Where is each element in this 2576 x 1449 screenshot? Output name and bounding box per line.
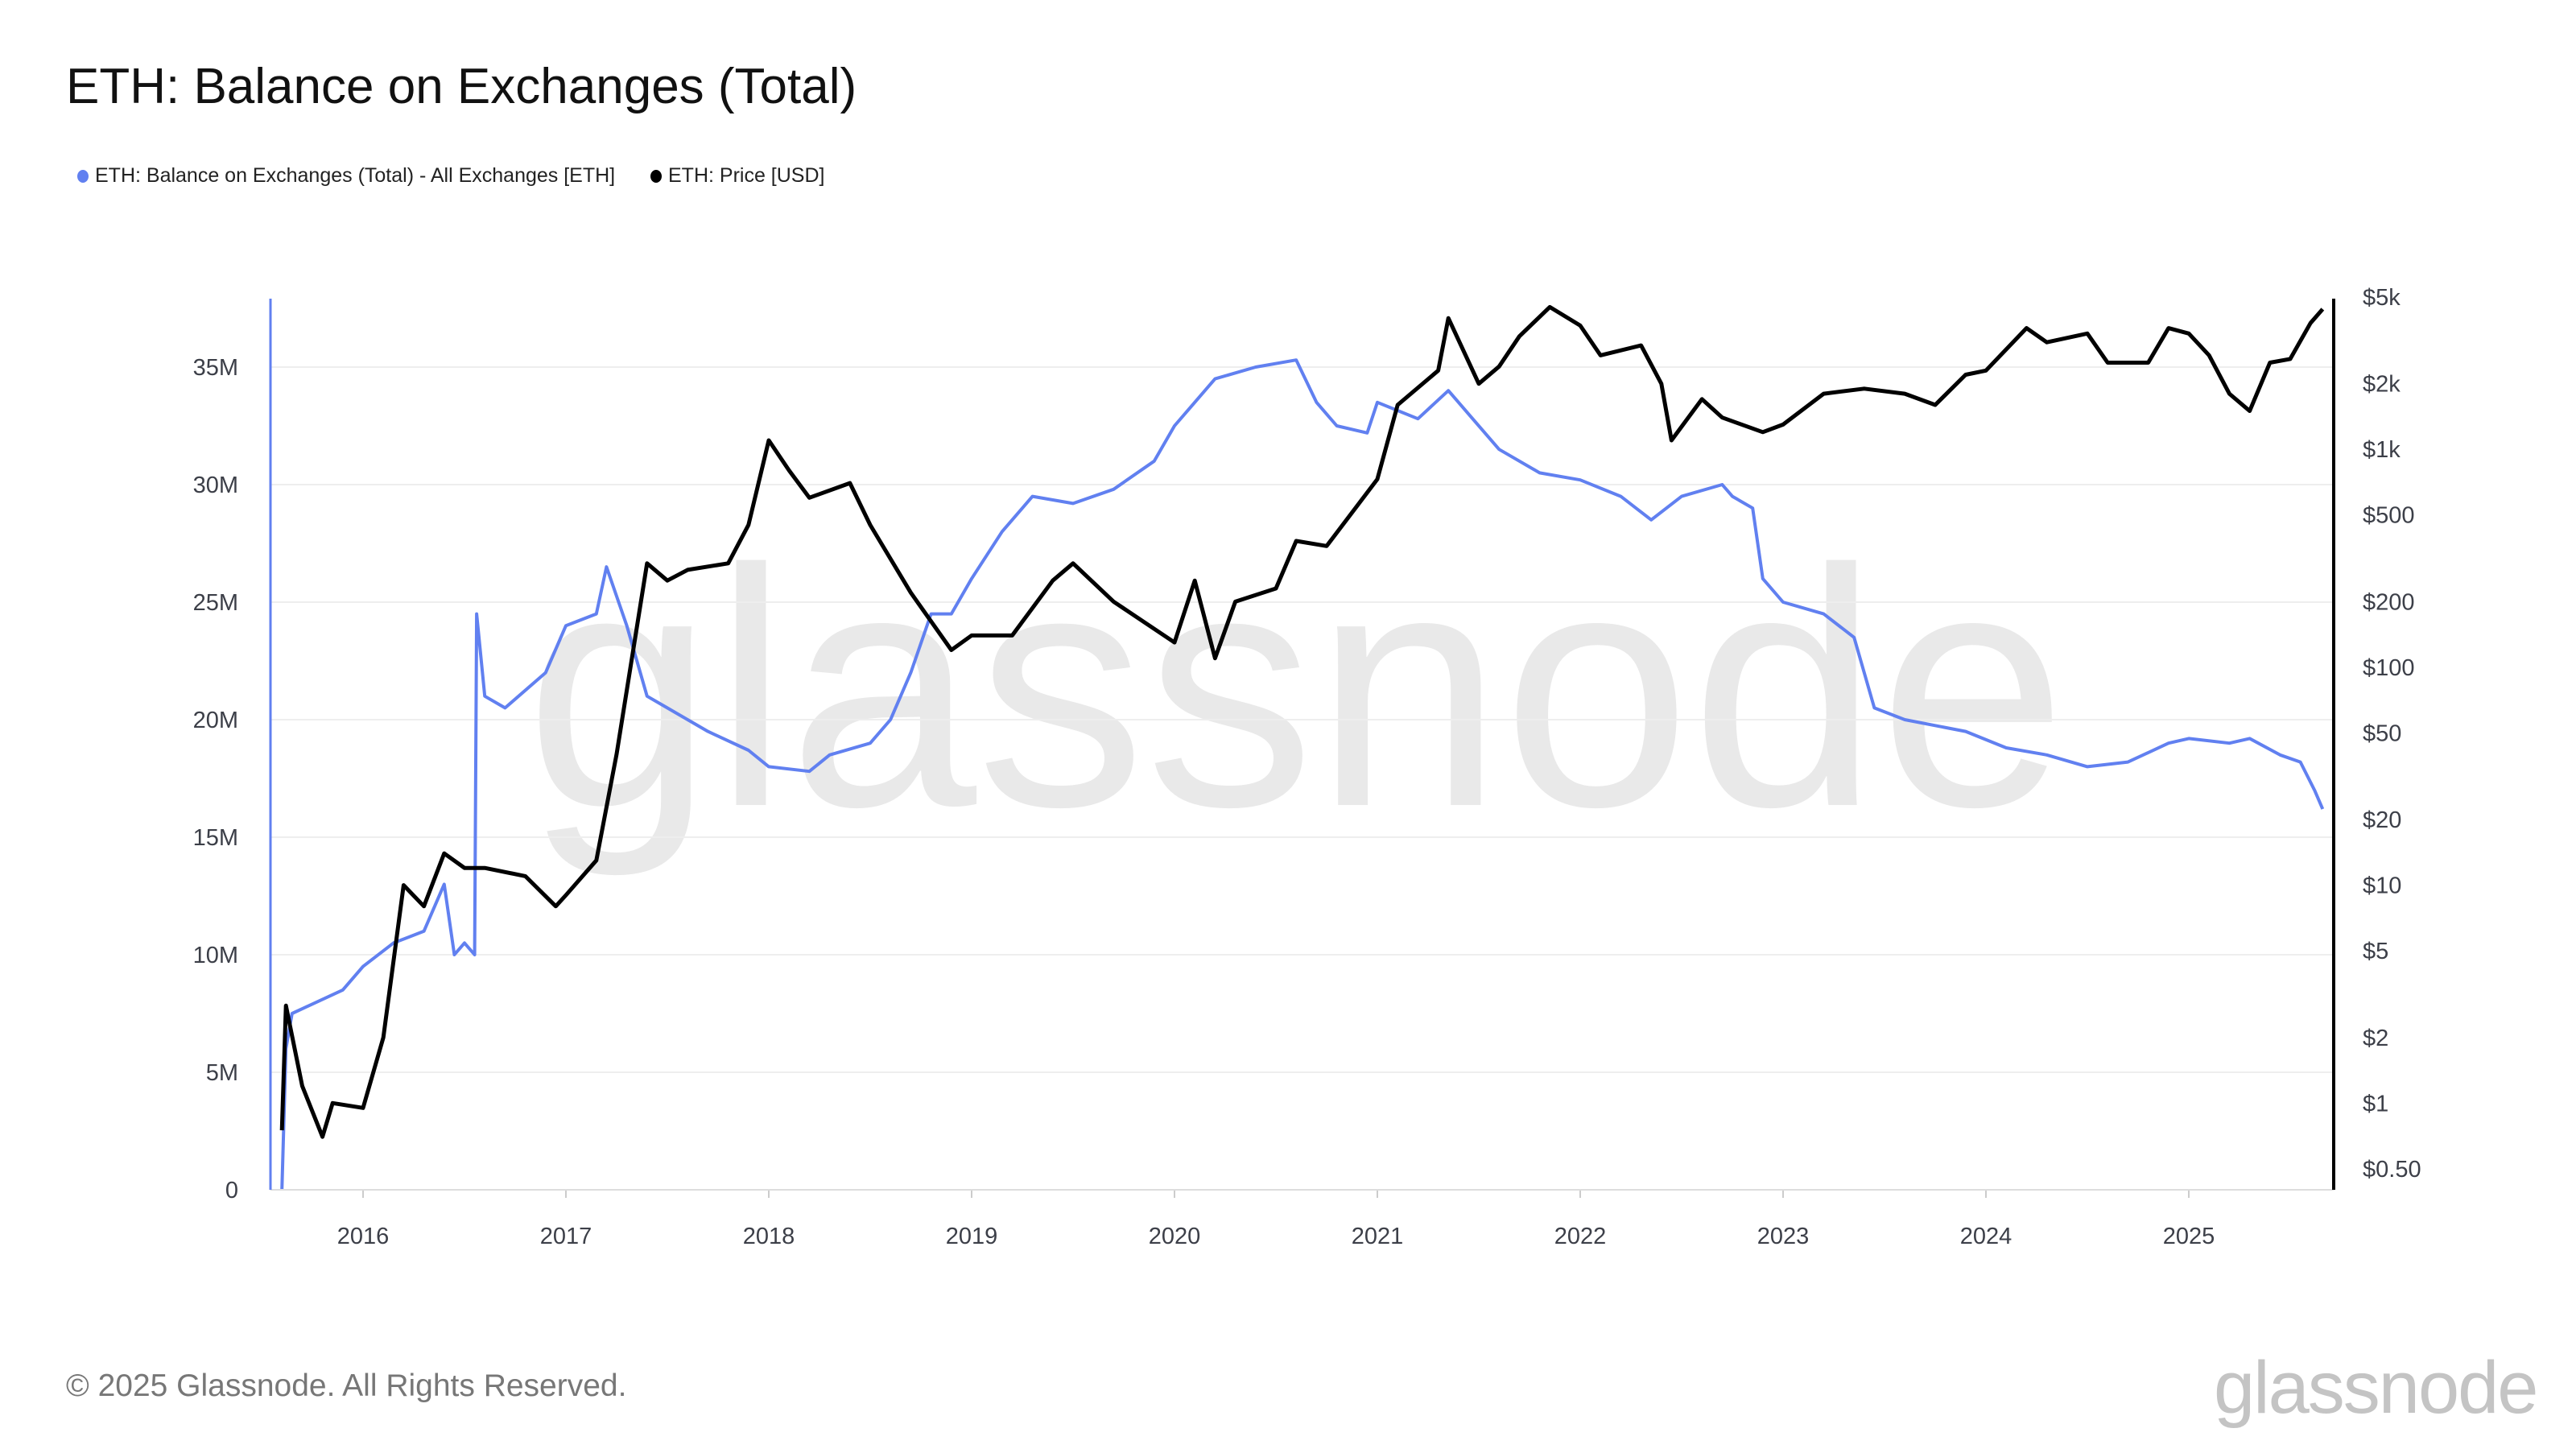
y-right-tick-label: $500 (2363, 503, 2415, 529)
y-right-tick-label: $10 (2363, 873, 2401, 899)
legend-label: ETH: Balance on Exchanges (Total) - All … (95, 164, 616, 187)
copyright-footer: © 2025 Glassnode. All Rights Reserved. (66, 1368, 627, 1403)
legend-dot-icon (77, 169, 89, 183)
y-left-tick-label: 15M (193, 825, 238, 851)
legend-item-balance[interactable]: ETH: Balance on Exchanges (Total) - All … (77, 164, 615, 188)
chart-title: ETH: Balance on Exchanges (Total) (66, 59, 857, 114)
x-tick-label: 2021 (1352, 1224, 1404, 1249)
y-right-tick-label: $5k (2363, 285, 2401, 311)
price-series-line (279, 304, 2325, 1139)
y-left-tick-label: 35M (193, 355, 238, 381)
y-left-tick-label: 10M (193, 943, 238, 968)
y-right-tick-label: $0.50 (2363, 1157, 2421, 1183)
x-tick-label: 2017 (540, 1224, 592, 1249)
y-right-tick-label: $1 (2363, 1091, 2388, 1117)
legend-item-price[interactable]: ETH: Price [USD] (650, 164, 824, 188)
x-tick-label: 2024 (1960, 1224, 2013, 1249)
y-right-tick-label: $20 (2363, 807, 2401, 833)
legend-dot-icon (650, 169, 662, 183)
watermark: glassnode (526, 500, 2067, 879)
x-tick-label: 2018 (743, 1224, 795, 1249)
x-tick-label: 2023 (1757, 1224, 1810, 1249)
y-left-tick-label: 20M (193, 708, 238, 733)
y-right-tick-label: $2k (2363, 372, 2401, 398)
y-right-tick-label: $50 (2363, 720, 2401, 746)
y-right-tick-label: $1k (2363, 437, 2401, 463)
legend-label: ETH: Price [USD] (668, 164, 825, 187)
y-left-tick-label: 25M (193, 590, 238, 616)
y-right-tick-label: $5 (2363, 939, 2388, 964)
y-right-tick-label: $2 (2363, 1026, 2388, 1051)
y-left-tick-label: 30M (193, 473, 238, 498)
y-right-tick-label: $100 (2363, 655, 2415, 681)
x-tick-label: 2020 (1149, 1224, 1201, 1249)
y-left-tick-label: 5M (206, 1060, 238, 1086)
x-tick-label: 2022 (1554, 1224, 1607, 1249)
balance-series-line (280, 358, 2325, 1191)
x-tick-label: 2025 (2163, 1224, 2215, 1249)
x-tick-label: 2019 (946, 1224, 998, 1249)
y-right-tick-label: $200 (2363, 589, 2415, 615)
glassnode-logo: glassnode (2214, 1347, 2538, 1429)
x-tick-label: 2016 (337, 1224, 390, 1249)
y-left-tick-label: 0 (225, 1178, 238, 1203)
